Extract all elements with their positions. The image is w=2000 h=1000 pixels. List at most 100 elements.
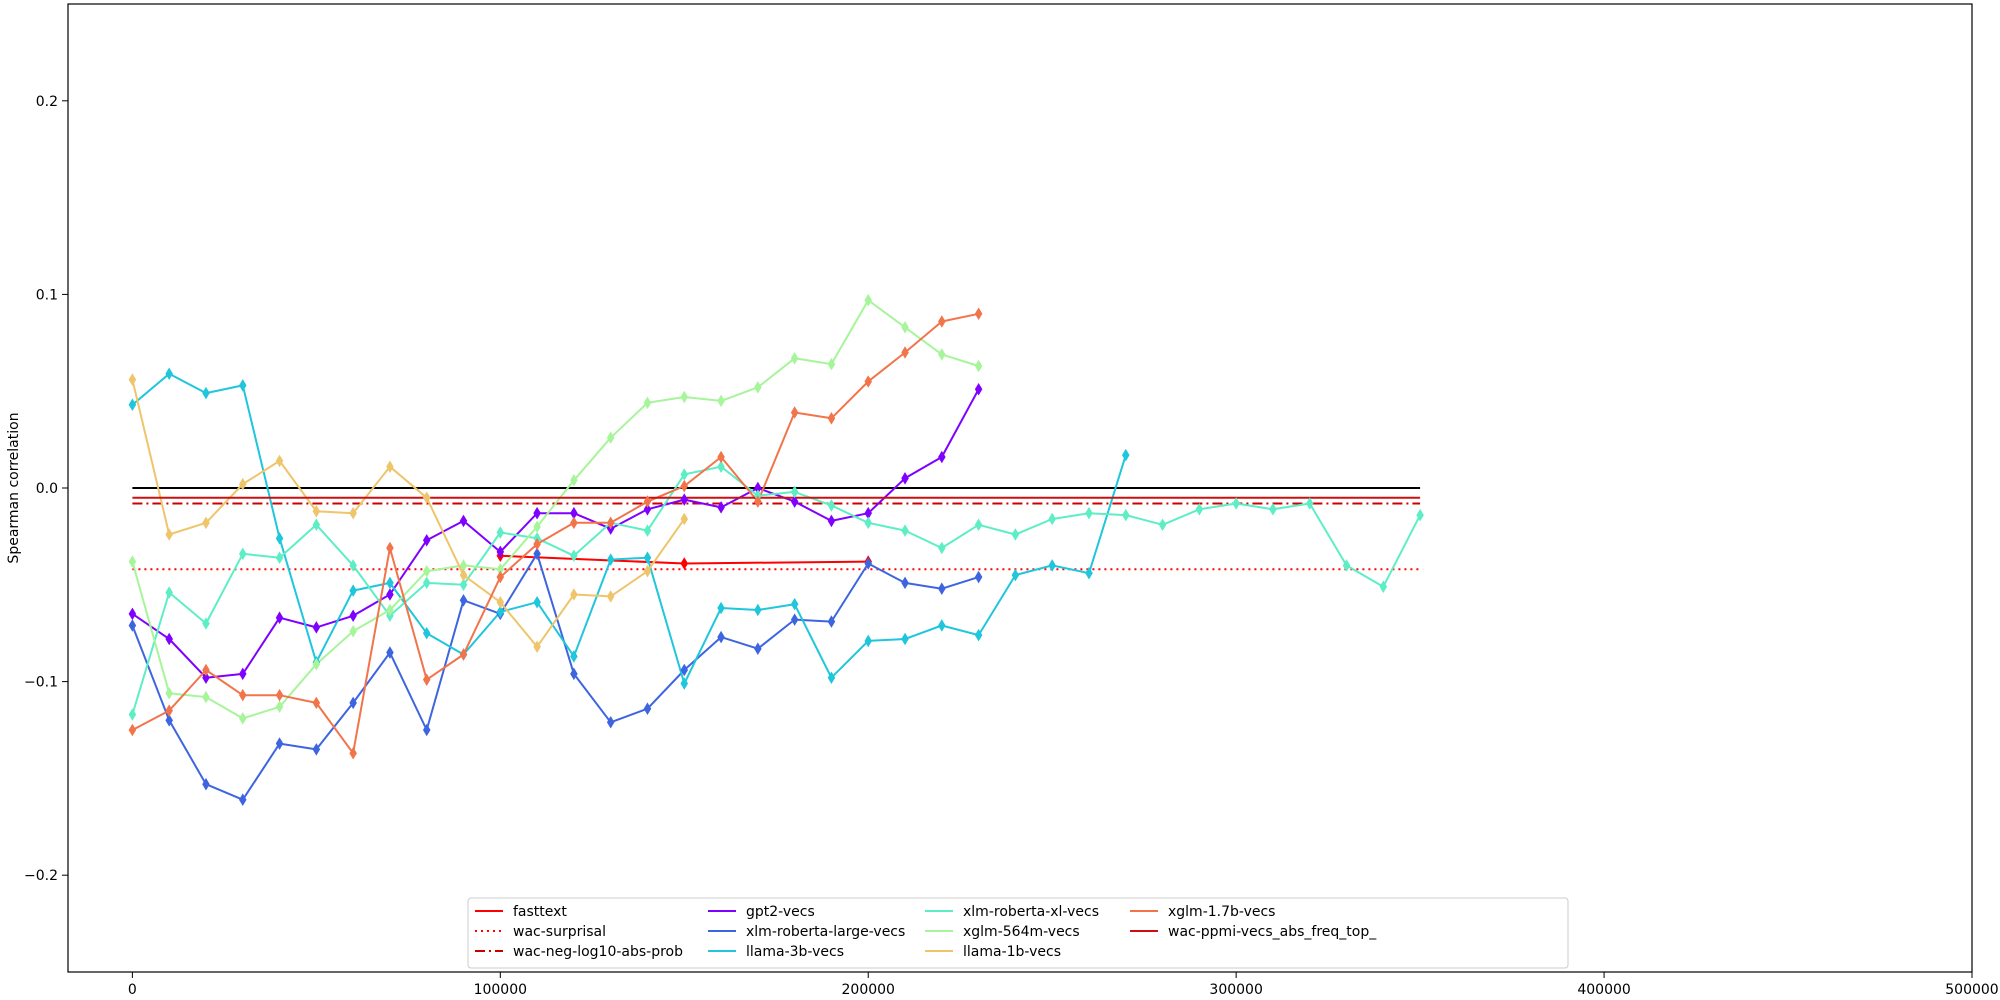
point-xlm-roberta-xl-vecs [1416, 508, 1424, 522]
point-llama-1b-vecs [533, 640, 541, 654]
point-gpt2-vecs [974, 382, 983, 396]
point-llama-3b-vecs [1011, 568, 1020, 582]
legend-entry: wac-ppmi-vecs_abs_freq_top_ [1168, 924, 1377, 940]
point-xlm-roberta-large-vecs [606, 715, 615, 729]
point-xglm-564m-vecs [827, 357, 836, 371]
point-xlm-roberta-xl-vecs [1342, 559, 1351, 572]
point-xlm-roberta-xl-vecs [1379, 580, 1388, 594]
legend-entry: xlm-roberta-large-vecs [746, 924, 905, 940]
point-xlm-roberta-xl-vecs [275, 551, 284, 564]
point-xlm-roberta-xl-vecs [349, 559, 357, 572]
point-gpt2-vecs [312, 621, 321, 634]
series-lines [131, 299, 1421, 801]
point-xglm-564m-vecs [238, 712, 247, 725]
point-gpt2-vecs [643, 503, 652, 516]
series-line-llama-3b-vecs [131, 372, 1127, 685]
point-gpt2-vecs [165, 632, 173, 646]
point-xlm-roberta-large-vecs [643, 702, 652, 715]
point-xglm-1.7b-vecs [459, 648, 468, 661]
point-gpt2-vecs [533, 506, 541, 520]
point-llama-1b-vecs [349, 506, 357, 520]
point-xlm-roberta-large-vecs [349, 696, 357, 710]
point-xglm-1.7b-vecs [974, 307, 983, 321]
point-xglm-564m-vecs [974, 359, 983, 373]
point-xglm-1.7b-vecs [422, 673, 431, 686]
point-xglm-564m-vecs [202, 690, 210, 704]
point-xlm-roberta-large-vecs [386, 646, 394, 659]
point-xglm-1.7b-vecs [165, 704, 173, 717]
point-xglm-564m-vecs [606, 431, 615, 444]
point-xglm-1.7b-vecs [349, 746, 357, 760]
point-xlm-roberta-xl-vecs [1305, 497, 1314, 510]
point-xglm-564m-vecs [128, 555, 137, 568]
point-xlm-roberta-xl-vecs [938, 541, 946, 555]
y-tick-label: 0.1 [36, 287, 58, 303]
point-llama-3b-vecs [349, 584, 357, 597]
y-axis-label: Spearman correlation [6, 412, 22, 563]
x-tick-label: 100000 [474, 982, 527, 998]
point-xlm-roberta-large-vecs [570, 667, 578, 681]
point-llama-1b-vecs [312, 504, 321, 518]
legend-entry: fasttext [513, 904, 567, 920]
point-xglm-564m-vecs [275, 700, 284, 714]
point-xlm-roberta-xl-vecs [1232, 497, 1240, 510]
point-xglm-564m-vecs [349, 624, 357, 638]
series-line-xlm-roberta-large-vecs [131, 552, 979, 801]
point-xlm-roberta-large-vecs [864, 557, 872, 570]
point-xglm-1.7b-vecs [901, 346, 909, 359]
point-xglm-564m-vecs [533, 520, 541, 533]
point-xlm-roberta-large-vecs [422, 723, 431, 737]
point-xlm-roberta-xl-vecs [312, 518, 321, 532]
series-markers [128, 293, 1424, 806]
point-llama-1b-vecs [459, 568, 468, 582]
point-llama-3b-vecs [901, 632, 909, 646]
legend-entry: wac-neg-log10-abs-prob [513, 944, 683, 960]
legend-entry: xglm-1.7b-vecs [1168, 904, 1275, 920]
point-xlm-roberta-xl-vecs [1011, 528, 1020, 541]
point-xlm-roberta-large-vecs [202, 777, 210, 791]
point-xlm-roberta-xl-vecs [496, 526, 505, 539]
point-fasttext [680, 557, 689, 570]
point-xlm-roberta-xl-vecs [570, 549, 578, 563]
series-line-xlm-roberta-xl-vecs [131, 465, 1421, 715]
point-xglm-1.7b-vecs [864, 375, 872, 388]
point-llama-3b-vecs [386, 576, 394, 590]
point-llama-1b-vecs [606, 590, 615, 603]
point-llama-3b-vecs [938, 619, 946, 632]
point-llama-3b-vecs [643, 551, 652, 564]
point-xlm-roberta-xl-vecs [422, 576, 431, 590]
point-llama-3b-vecs [422, 626, 431, 640]
point-llama-1b-vecs [570, 588, 578, 601]
point-gpt2-vecs [202, 671, 210, 685]
x-tick-label: 500000 [1945, 982, 1998, 998]
point-xlm-roberta-xl-vecs [459, 578, 468, 592]
point-xlm-roberta-large-vecs [790, 613, 799, 626]
point-xlm-roberta-large-vecs [533, 547, 541, 561]
point-llama-1b-vecs [386, 460, 394, 473]
point-xglm-1.7b-vecs [938, 315, 946, 328]
point-xlm-roberta-xl-vecs [1158, 518, 1167, 532]
point-llama-3b-vecs [570, 650, 578, 663]
point-llama-3b-vecs [1085, 566, 1093, 580]
point-llama-1b-vecs [275, 454, 284, 468]
point-gpt2-vecs [238, 667, 247, 681]
point-llama-3b-vecs [680, 677, 689, 690]
point-llama-3b-vecs [827, 671, 836, 685]
point-xlm-roberta-xl-vecs [827, 499, 836, 512]
point-xlm-roberta-xl-vecs [1269, 503, 1277, 516]
point-gpt2-vecs [901, 472, 909, 485]
legend-frame [467, 897, 1569, 969]
point-xglm-1.7b-vecs [570, 516, 578, 530]
point-xglm-1.7b-vecs [238, 688, 247, 702]
point-xglm-1.7b-vecs [533, 537, 541, 551]
point-llama-3b-vecs [754, 603, 762, 617]
point-xglm-1.7b-vecs [754, 495, 762, 508]
point-xglm-1.7b-vecs [790, 406, 799, 419]
point-xlm-roberta-xl-vecs [1048, 512, 1056, 526]
point-xlm-roberta-xl-vecs [1195, 503, 1204, 516]
point-xlm-roberta-large-vecs [974, 570, 983, 584]
point-xlm-roberta-xl-vecs [238, 547, 247, 561]
point-gpt2-vecs [422, 533, 431, 547]
point-xglm-1.7b-vecs [643, 495, 652, 508]
